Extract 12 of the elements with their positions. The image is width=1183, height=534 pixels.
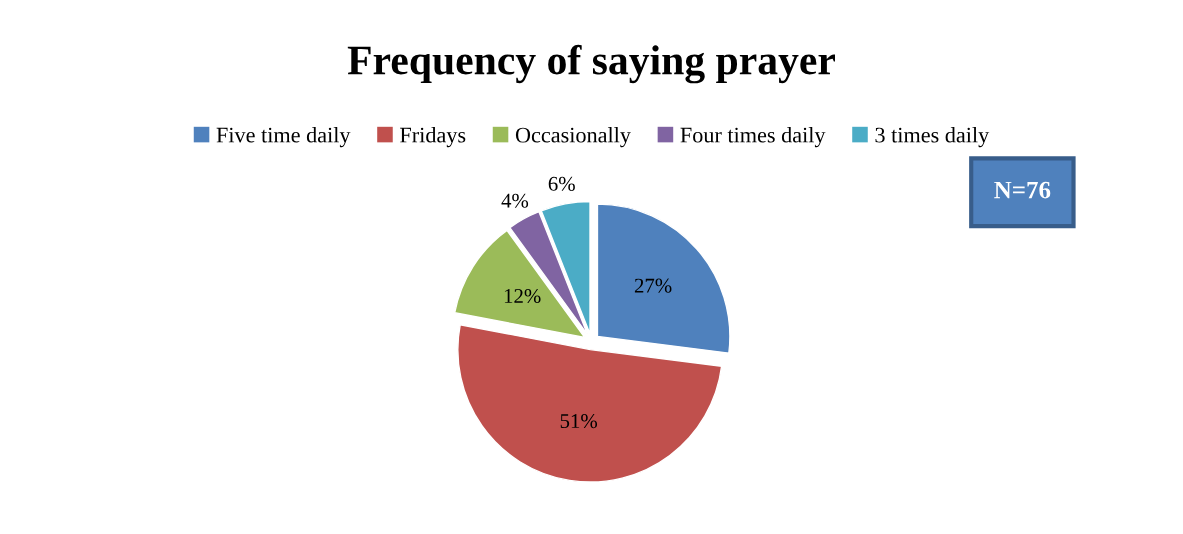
data-label: 27% <box>634 278 672 293</box>
legend-label: Occasionally <box>515 126 631 148</box>
legend-label: Fridays <box>400 126 466 148</box>
chart-title: Frequency of saying prayer <box>347 44 835 84</box>
data-label: 51% <box>560 414 598 429</box>
legend-label: 3 times daily <box>875 126 990 148</box>
data-label: 6% <box>548 176 575 191</box>
legend-label: Five time daily <box>216 126 351 148</box>
data-label: 12% <box>504 288 541 304</box>
data-label: 4% <box>501 193 529 208</box>
text: N=76 <box>994 181 1051 199</box>
legend-label: Four times daily <box>680 126 826 148</box>
